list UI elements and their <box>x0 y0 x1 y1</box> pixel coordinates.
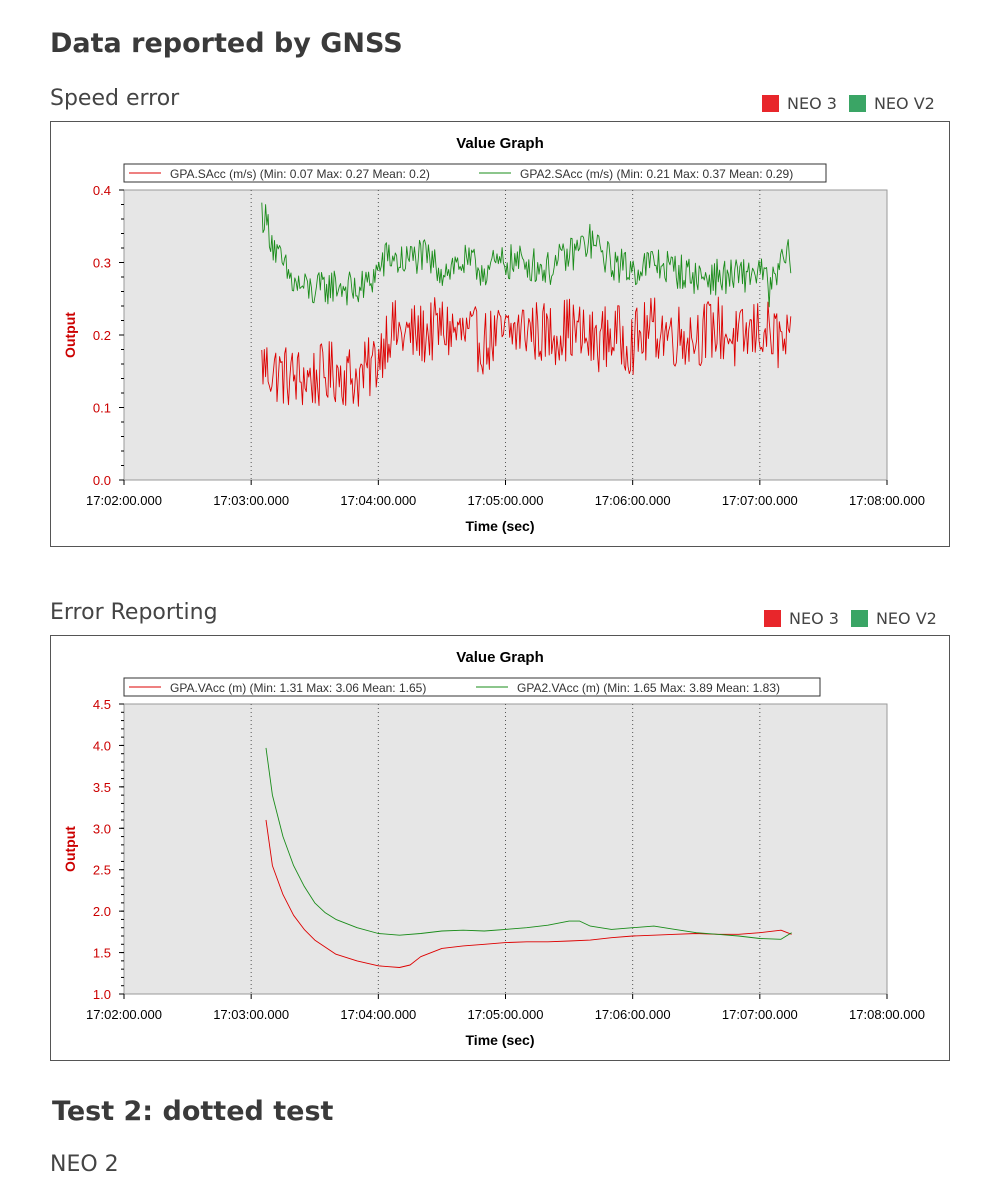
y-tick-label: 4.0 <box>93 738 111 753</box>
series-line <box>261 296 792 407</box>
y-tick-label: 2.0 <box>93 904 111 919</box>
x-tick-label: 17:07:00.000 <box>722 1007 798 1022</box>
x-tick-label: 17:02:00.000 <box>86 1007 162 1022</box>
y-tick-label: 0.1 <box>93 401 111 416</box>
section-title-error-reporting: Error Reporting <box>50 600 218 625</box>
x-tick-label: 17:06:00.000 <box>595 493 671 508</box>
chart-legend-1: NEO 3 NEO V2 <box>762 94 935 113</box>
legend-swatch-neov2 <box>848 95 866 112</box>
y-tick-label: 3.0 <box>93 821 111 836</box>
legend-label-neov2: NEO V2 <box>875 609 937 628</box>
y-tick-label: 0.3 <box>93 256 111 271</box>
legend-item-neo3: NEO 3 <box>762 94 837 113</box>
x-tick-label: 17:06:00.000 <box>595 1007 671 1022</box>
y-tick-label: 0.2 <box>93 328 111 343</box>
y-tick-label: 3.5 <box>93 780 111 795</box>
legend-label-neov2: NEO V2 <box>873 94 935 113</box>
chart-legend-2: NEO 3 NEO V2 <box>764 609 937 628</box>
chart-frame-error-reporting: Value Graph 17:02:00.000 17:03:00.000 17:04… <box>50 635 950 1061</box>
speed-error-chart: Value Graph 17:02:00.000 17:03:00.000 17:04… <box>62 135 925 534</box>
x-tick-label: 17:03:00.000 <box>213 493 289 508</box>
error-reporting-chart: Value Graph 17:02:00.000 17:03:00.000 17:04… <box>62 649 925 1048</box>
x-tick-label: 17:02:00.000 <box>86 493 162 508</box>
x-tick-label: 17:05:00.000 <box>468 493 544 508</box>
x-tick-label: 17:07:00.000 <box>722 493 798 508</box>
series-legend-label: GPA2.SAcc (m/s) (Min: 0.21 Max: 0.37 Mea… <box>520 167 793 181</box>
legend-item-neov2: NEO V2 <box>848 94 935 113</box>
legend-swatch-neov2 <box>850 610 868 627</box>
chart-title: Value Graph <box>456 135 544 152</box>
footer-text: NEO 2 <box>50 1152 119 1177</box>
x-tick-label: 17:03:00.000 <box>213 1007 289 1022</box>
x-tick-label: 17:08:00.000 <box>849 493 925 508</box>
x-tick-label: 17:08:00.000 <box>849 1007 925 1022</box>
x-tick-label: 17:04:00.000 <box>340 1007 416 1022</box>
legend-item-neov2: NEO V2 <box>850 609 937 628</box>
x-tick-label: 17:04:00.000 <box>340 493 416 508</box>
y-tick-label: 0.0 <box>93 473 111 488</box>
x-tick-label: 17:05:00.000 <box>468 1007 544 1022</box>
y-tick-label: 0.4 <box>93 183 111 198</box>
legend-label-neo3: NEO 3 <box>789 609 839 628</box>
series-line <box>261 202 792 308</box>
legend-swatch-neo3 <box>762 95 779 112</box>
y-tick-label: 1.5 <box>93 946 111 961</box>
series-legend-box <box>123 677 821 697</box>
series-legend-box <box>123 163 827 183</box>
legend-label-neo3: NEO 3 <box>787 94 837 113</box>
series-legend-label: GPA.VAcc (m) (Min: 1.31 Max: 3.06 Mean: … <box>170 681 426 695</box>
series-line <box>265 819 792 968</box>
y-tick-label: 1.0 <box>93 987 111 1002</box>
y-axis-label: Output <box>62 312 78 358</box>
y-axis-label: Output <box>62 826 78 872</box>
page-heading: Data reported by GNSS <box>50 28 403 59</box>
series-legend-label: GPA2.VAcc (m) (Min: 1.65 Max: 3.89 Mean:… <box>517 681 780 695</box>
section-title-speed-error: Speed error <box>50 86 180 111</box>
series-line <box>265 747 792 940</box>
x-axis-label: Time (sec) <box>466 518 535 534</box>
chart-title: Value Graph <box>456 649 544 666</box>
legend-item-neo3: NEO 3 <box>764 609 839 628</box>
x-axis-label: Time (sec) <box>466 1032 535 1048</box>
y-tick-label: 4.5 <box>93 697 111 712</box>
test-heading: Test 2: dotted test <box>52 1096 334 1127</box>
chart-frame-speed-error: Value Graph 17:02:00.000 17:03:00.000 17:04… <box>50 121 950 547</box>
series-legend-label: GPA.SAcc (m/s) (Min: 0.07 Max: 0.27 Mean… <box>170 167 430 181</box>
y-tick-label: 2.5 <box>93 863 111 878</box>
legend-swatch-neo3 <box>764 610 781 627</box>
